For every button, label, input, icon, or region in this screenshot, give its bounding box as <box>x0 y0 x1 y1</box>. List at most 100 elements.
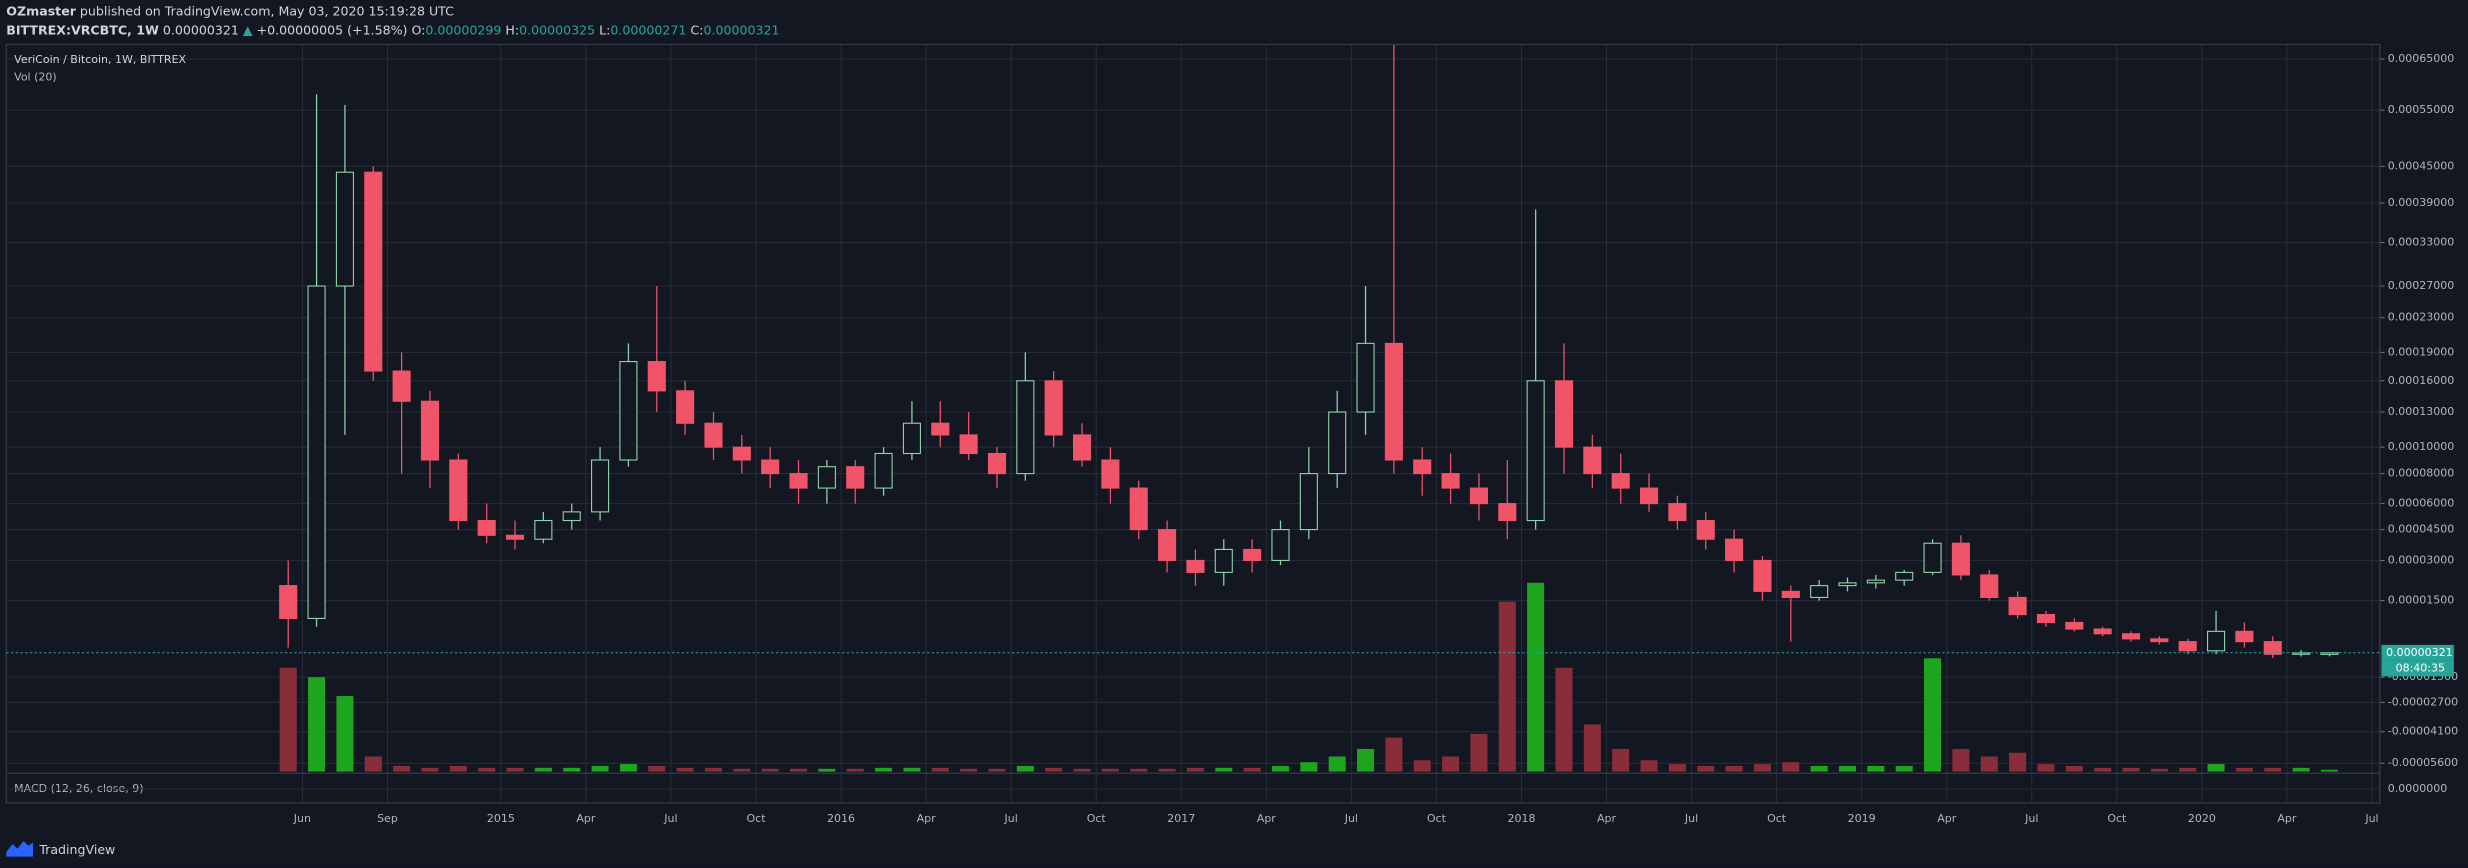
volume-bar <box>1810 765 1828 772</box>
candle-body <box>704 422 723 448</box>
published: published on TradingView.com, May 03, 20… <box>80 3 454 18</box>
volume-bar <box>478 767 496 772</box>
symbol: BITTREX:VRCBTC, 1W <box>6 22 159 37</box>
x-tick-label: 2015 <box>487 812 515 825</box>
y-tick-label: 0.00033000 <box>2388 236 2454 249</box>
candle-body <box>732 446 751 461</box>
chart-title: VeriCoin / Bitcoin, 1W, BITTREX <box>14 53 186 66</box>
volume-bar <box>1470 733 1488 772</box>
candle-body <box>1611 473 1630 489</box>
candle-body <box>2207 630 2226 652</box>
candle-body <box>1186 559 1205 573</box>
x-tick-label: Jul <box>2364 812 2378 825</box>
candle-body <box>817 466 836 489</box>
candle-body <box>2121 633 2141 640</box>
volume-bar <box>903 767 921 772</box>
candle-body <box>902 422 921 455</box>
x-tick-label: Jul <box>1344 812 1358 825</box>
x-tick-label: Apr <box>576 812 596 825</box>
volume-bar <box>1838 765 1857 772</box>
volume-bar <box>1527 582 1545 772</box>
x-tick-label: Jul <box>2024 812 2038 825</box>
y2-tick-label: -0.00004100 <box>2388 725 2458 738</box>
volume-bar <box>506 767 524 772</box>
brand: TradingView <box>38 842 115 857</box>
last-price-label: 0.00000321 <box>2386 646 2452 659</box>
x-tick-label: Jun <box>293 812 311 825</box>
candle-body <box>959 434 978 455</box>
ohlc-value: 0.00000271 <box>610 22 686 37</box>
candle-body <box>1781 590 1800 598</box>
candle-body <box>1413 459 1432 475</box>
candle-body <box>477 519 496 536</box>
candle-body <box>2292 652 2311 655</box>
volume-bar <box>2207 764 2225 772</box>
candle-body <box>279 585 298 619</box>
indicator-label: Vol (20) <box>14 70 57 83</box>
candle-body <box>2008 596 2027 616</box>
volume-bar <box>619 764 637 772</box>
x-tick-label: Oct <box>746 812 766 825</box>
volume-bar <box>1158 768 1176 772</box>
x-tick-label: 2016 <box>827 812 855 825</box>
candle-body <box>1810 585 1829 598</box>
candle-body <box>335 171 354 287</box>
volume-bar <box>1980 756 1998 772</box>
y-tick-label: 0.00001500 <box>2388 594 2454 607</box>
volume-bar <box>960 768 978 772</box>
x-tick-label: Oct <box>2107 812 2127 825</box>
x-tick-label: Apr <box>1597 812 1617 825</box>
candle-body <box>1526 380 1545 522</box>
y-tick-label: 0.00013000 <box>2388 405 2454 418</box>
candle-body <box>1866 579 1885 584</box>
candle-body <box>1129 487 1148 531</box>
ohlc-value: 0.00000321 <box>703 22 779 37</box>
candle-body <box>1271 529 1290 561</box>
volume-bar <box>2009 752 2027 772</box>
candle-body <box>1299 473 1318 531</box>
y-tick-label: 0.00045000 <box>2388 159 2454 172</box>
last: 0.00000321 <box>163 22 239 37</box>
candle-body <box>1384 342 1403 461</box>
volume-bar <box>1952 748 1970 772</box>
candle-body <box>1243 548 1262 561</box>
volume-bar <box>534 767 552 772</box>
x-tick-label: 2017 <box>1167 812 1195 825</box>
candle-body <box>1895 571 1914 581</box>
volume-bar <box>2320 769 2338 772</box>
ohlc-value: 0.00000299 <box>425 22 501 37</box>
x-tick-label: Jul <box>663 812 677 825</box>
candle-body <box>846 466 865 489</box>
volume-bar <box>2150 768 2168 772</box>
volume-bar <box>364 756 382 772</box>
x-tick-label: Apr <box>917 812 937 825</box>
candle-body <box>619 361 638 461</box>
x-tick-label: Jul <box>1684 812 1698 825</box>
volume-bar <box>1697 765 1715 772</box>
candle-body <box>2178 641 2197 652</box>
candle-body <box>1583 446 1602 475</box>
volume-bar <box>2292 767 2310 772</box>
publish-line: OZmaster published on TradingView.com, M… <box>6 3 454 18</box>
candle-body <box>2263 641 2282 655</box>
countdown-box <box>2381 660 2454 677</box>
volume-bar <box>1016 765 1034 772</box>
candle-body <box>874 452 893 489</box>
volume-bar <box>2235 767 2253 772</box>
candle-body <box>987 452 1007 475</box>
candle-body <box>591 459 610 513</box>
volume-bar <box>931 767 949 772</box>
x-tick-label: Jul <box>1004 812 1018 825</box>
plot <box>279 44 2339 772</box>
y-tick-label: 0.00006000 <box>2388 497 2454 510</box>
volume-bar <box>1328 756 1346 772</box>
candle-body <box>647 361 666 392</box>
candle-body <box>1951 542 1970 576</box>
volume-bar <box>1130 768 1148 772</box>
ohlc-value: 0.00000325 <box>519 22 595 37</box>
candle-body <box>1696 519 1715 540</box>
candle-body <box>1498 503 1517 522</box>
candle-body <box>1923 542 1942 573</box>
y2-tick-label: -0.00005600 <box>2388 756 2458 769</box>
